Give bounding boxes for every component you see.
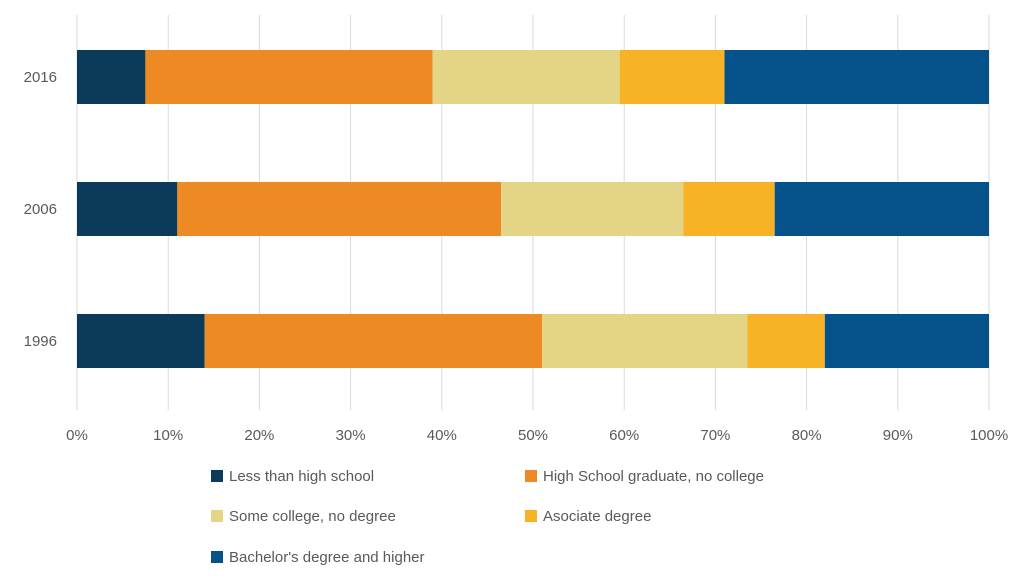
legend-swatch: [211, 510, 223, 522]
bar-segment-less-than-high-school: [77, 314, 205, 368]
legend-label: Asociate degree: [543, 508, 651, 525]
bar-segment-less-than-high-school: [77, 50, 146, 104]
bar-segment-some-college-no-degree: [542, 314, 748, 368]
bar-segment-less-than-high-school: [77, 182, 178, 236]
x-tick-label: 0%: [66, 427, 88, 444]
x-tick-label: 10%: [153, 427, 183, 444]
x-axis-labels: 0% 10% 20% 30% 40% 50% 60% 70% 80% 90% 100%: [66, 427, 1008, 444]
bar-segment-bachelor-s-degree-and-higher: [774, 182, 989, 236]
legend: Less than high school High School graduat…: [211, 468, 764, 566]
legend-label: High School graduate, no college: [543, 468, 764, 485]
x-tick-label: 40%: [427, 427, 457, 444]
legend-label: Bachelor's degree and higher: [229, 549, 425, 566]
x-tick-label: 60%: [609, 427, 639, 444]
legend-label: Less than high school: [229, 468, 374, 485]
bar-segment-some-college-no-degree: [432, 50, 620, 104]
x-tick-label: 30%: [336, 427, 366, 444]
legend-swatch: [211, 551, 223, 563]
x-tick-label: 20%: [244, 427, 274, 444]
bar-group-2016: [77, 50, 989, 104]
legend-label: Some college, no degree: [229, 508, 396, 525]
legend-item-some-college-no-degree: Some college, no degree: [211, 508, 396, 525]
y-tick-label: 1996: [24, 333, 57, 350]
bar-segment-high-school-graduate-no-college: [177, 182, 502, 236]
bar-segment-bachelor-s-degree-and-higher: [724, 50, 989, 104]
legend-item-high-school-graduate-no-college: High School graduate, no college: [525, 468, 764, 485]
bar-segment-some-college-no-degree: [501, 182, 684, 236]
legend-item-asociate-degree: Asociate degree: [525, 508, 651, 525]
bar-groups: [77, 50, 989, 368]
legend-swatch: [211, 470, 223, 482]
bar-segment-high-school-graduate-no-college: [204, 314, 543, 368]
y-axis-labels: 2016 2006 1996: [24, 69, 57, 350]
bar-group-2006: [77, 182, 989, 236]
legend-swatch: [525, 510, 537, 522]
legend-item-bachelor-s-degree-and-higher: Bachelor's degree and higher: [211, 549, 425, 566]
bar-group-1996: [77, 314, 989, 368]
y-tick-label: 2016: [24, 69, 57, 86]
bar-segment-bachelor-s-degree-and-higher: [824, 314, 989, 368]
x-tick-label: 80%: [792, 427, 822, 444]
x-tick-label: 50%: [518, 427, 548, 444]
bar-segment-asociate-degree: [747, 314, 825, 368]
x-tick-label: 90%: [883, 427, 913, 444]
bar-segment-high-school-graduate-no-college: [145, 50, 433, 104]
x-tick-label: 70%: [700, 427, 730, 444]
legend-swatch: [525, 470, 537, 482]
bar-segment-asociate-degree: [619, 50, 725, 104]
x-tick-label: 100%: [970, 427, 1008, 444]
y-tick-label: 2006: [24, 201, 57, 218]
legend-item-less-than-high-school: Less than high school: [211, 468, 374, 485]
bar-segment-asociate-degree: [683, 182, 775, 236]
